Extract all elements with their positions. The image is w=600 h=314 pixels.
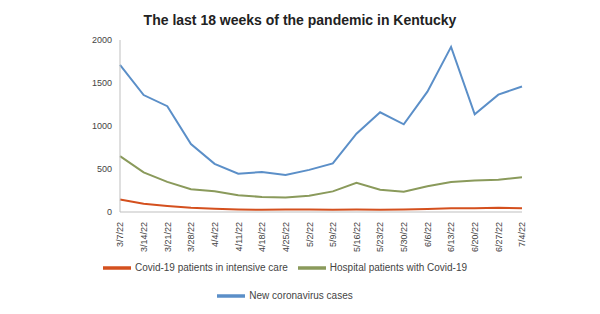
svg-text:5/16/22: 5/16/22 [352, 222, 362, 252]
svg-text:6/6/22: 6/6/22 [423, 222, 433, 247]
svg-text:4/25/22: 4/25/22 [281, 222, 291, 252]
html-text:Covid-19 patients in intensive: Covid-19 patients in intensive care [134, 261, 288, 273]
svg-text:5/23/22: 5/23/22 [376, 222, 386, 252]
svg-text:6/20/22: 6/20/22 [470, 222, 480, 252]
svg-text:4/4/22: 4/4/22 [210, 222, 220, 247]
svg-text:6/13/22: 6/13/22 [446, 222, 456, 252]
svg-text:7/4/22: 7/4/22 [517, 222, 527, 247]
svg-text:5/30/22: 5/30/22 [399, 222, 409, 252]
html-text:The last 18 weeks of the pande: The last 18 weeks of the pandemic in Ken… [143, 12, 457, 28]
svg-text:5/2/22: 5/2/22 [305, 222, 315, 247]
svg-text:4/11/22: 4/11/22 [234, 222, 244, 251]
svg-text:4/18/22: 4/18/22 [257, 222, 267, 252]
svg-text:3/21/22: 3/21/22 [163, 222, 173, 252]
html-text:Hospital patients with Covid-1: Hospital patients with Covid-19 [329, 261, 468, 273]
html-text:New coronavirus cases: New coronavirus cases [249, 289, 353, 301]
svg-text:0: 0 [107, 207, 112, 217]
svg-text:1000: 1000 [92, 121, 112, 131]
svg-text:3/28/22: 3/28/22 [186, 222, 196, 252]
svg-text:5/9/22: 5/9/22 [328, 222, 338, 247]
svg-text:6/27/22: 6/27/22 [494, 222, 504, 252]
svg-text:1500: 1500 [92, 78, 112, 88]
svg-text:3/14/22: 3/14/22 [139, 222, 149, 252]
svg-text:3/7/22: 3/7/22 [115, 222, 125, 247]
svg-text:500: 500 [97, 164, 112, 174]
svg-text:2000: 2000 [92, 35, 112, 45]
